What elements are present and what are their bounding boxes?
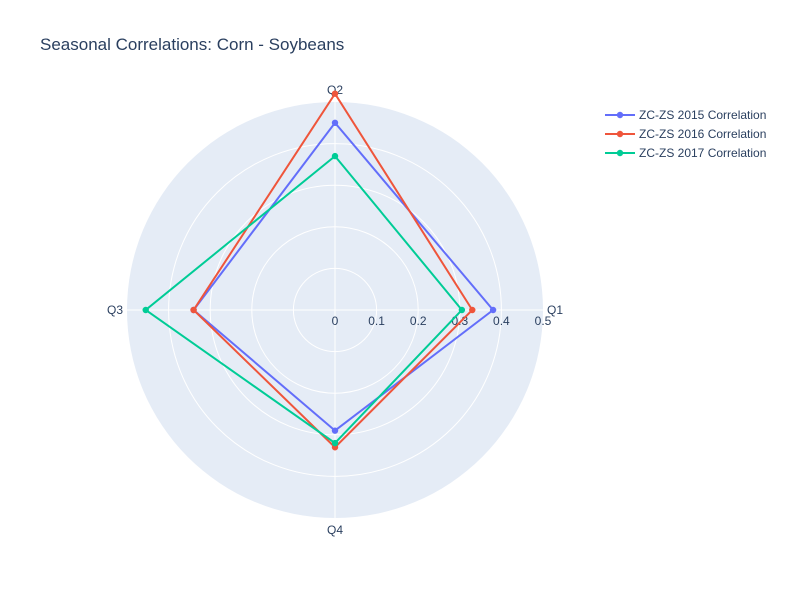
series-point [331, 90, 339, 97]
series-3 [142, 152, 466, 447]
legend-marker [616, 149, 624, 157]
legend-item: ZC-ZS 2015 Correlation [605, 108, 766, 122]
series-point [469, 306, 476, 314]
series-point [489, 306, 497, 314]
series-point [331, 439, 339, 447]
series-point [190, 306, 197, 314]
category-label: Q2 [327, 83, 343, 97]
category-label: Q1 [547, 303, 563, 317]
series-point [458, 306, 466, 314]
series-point [331, 427, 339, 434]
radial-tick-label: 0 [332, 314, 339, 328]
radial-tick-label: 0.4 [493, 314, 510, 328]
legend: ZC-ZS 2015 Correlation ZC-ZS 2016 Correla… [605, 108, 766, 160]
legend-label: ZC-ZS 2015 Correlation [639, 108, 766, 122]
legend-item: ZC-ZS 2016 Correlation [605, 127, 766, 141]
radial-tick-label: 0.5 [535, 314, 552, 328]
legend-item: ZC-ZS 2017 Correlation [605, 146, 766, 160]
radial-tick-label: 0.2 [410, 314, 427, 328]
series-point [331, 152, 339, 160]
category-label: Q4 [327, 523, 343, 537]
legend-marker [616, 111, 624, 119]
legend-label: ZC-ZS 2016 Correlation [639, 127, 766, 141]
legend-label: ZC-ZS 2017 Correlation [639, 146, 766, 160]
radial-tick-label: 0.1 [368, 314, 385, 328]
chart-title: Seasonal Correlations: Corn - Soybeans [40, 35, 344, 54]
series-point [142, 306, 149, 314]
legend-marker [616, 130, 624, 138]
series-point [331, 119, 339, 127]
category-label: Q3 [107, 303, 123, 317]
